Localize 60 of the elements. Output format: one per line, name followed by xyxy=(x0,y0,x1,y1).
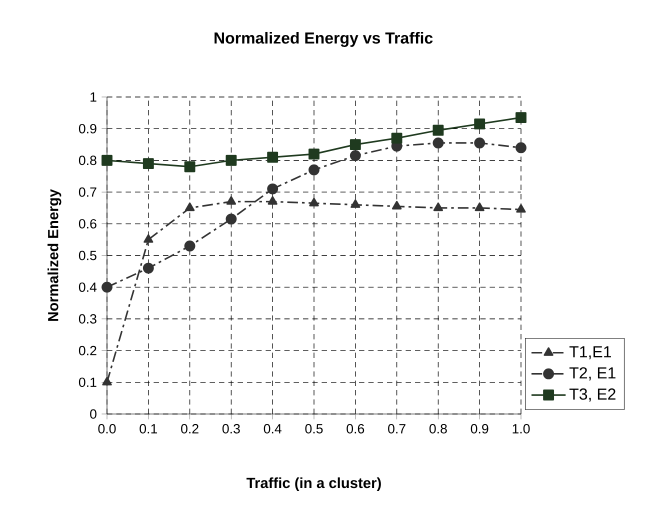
point xyxy=(432,124,444,136)
point xyxy=(267,152,278,163)
x-tick-label: 0.6 xyxy=(346,424,364,434)
point xyxy=(392,200,402,210)
x-tick-label: 0.8 xyxy=(429,424,447,434)
y-tick-label: 0.2 xyxy=(78,346,96,356)
point xyxy=(350,199,360,208)
point xyxy=(308,148,320,160)
chart-title: Normalized Energy vs Traffic xyxy=(214,32,433,47)
y-tick-label: 0.3 xyxy=(78,314,96,324)
point xyxy=(350,139,361,150)
x-tick-label: 0.1 xyxy=(140,424,158,434)
x-tick-label: 0.5 xyxy=(305,424,323,434)
y-tick-label: 1 xyxy=(90,92,96,102)
x-tick-label: 1.0 xyxy=(512,424,530,434)
point xyxy=(474,202,484,212)
legend-label: T2, E1 xyxy=(569,367,616,380)
y-tick-label: 0.8 xyxy=(78,156,96,166)
y-tick-label: 0 xyxy=(90,409,96,419)
point xyxy=(516,204,526,213)
point xyxy=(142,262,154,274)
point xyxy=(433,202,444,212)
y-tick-label: 0.1 xyxy=(78,378,96,387)
point xyxy=(516,142,526,154)
point xyxy=(184,240,196,252)
y-tick-label: 0.5 xyxy=(78,250,96,260)
point xyxy=(102,282,112,293)
x-tick-label: 0.4 xyxy=(264,424,282,434)
point xyxy=(391,132,402,144)
x-tick-label: 0.0 xyxy=(98,424,116,434)
point xyxy=(144,234,154,243)
point xyxy=(184,202,195,212)
y-axis-title: Normalized Energy xyxy=(48,189,62,321)
point xyxy=(309,198,319,206)
point xyxy=(474,137,486,148)
point xyxy=(226,154,237,166)
y-tick-label: 0.9 xyxy=(78,124,96,134)
point xyxy=(474,118,486,130)
point xyxy=(102,376,112,386)
point xyxy=(268,196,278,205)
x-axis-title: Traffic (in a cluster) xyxy=(246,477,381,492)
x-tick-label: 0.7 xyxy=(388,424,406,434)
point xyxy=(267,183,278,194)
y-tick-label: 0.6 xyxy=(78,219,96,229)
point xyxy=(142,158,154,170)
point xyxy=(516,112,526,124)
point xyxy=(226,196,236,205)
x-tick-label: 0.9 xyxy=(470,424,488,434)
point xyxy=(226,214,237,224)
x-tick-label: 0.2 xyxy=(181,424,198,434)
legend-label: T1,E1 xyxy=(569,346,612,360)
point xyxy=(308,164,320,176)
y-tick-label: 0.7 xyxy=(78,187,96,197)
point xyxy=(350,150,361,162)
legend-label: T3, E2 xyxy=(569,388,616,402)
y-tick-label: 0.4 xyxy=(78,282,97,292)
point xyxy=(432,137,444,148)
point xyxy=(184,161,196,172)
point xyxy=(102,154,112,166)
x-tick-label: 0.3 xyxy=(222,424,240,434)
